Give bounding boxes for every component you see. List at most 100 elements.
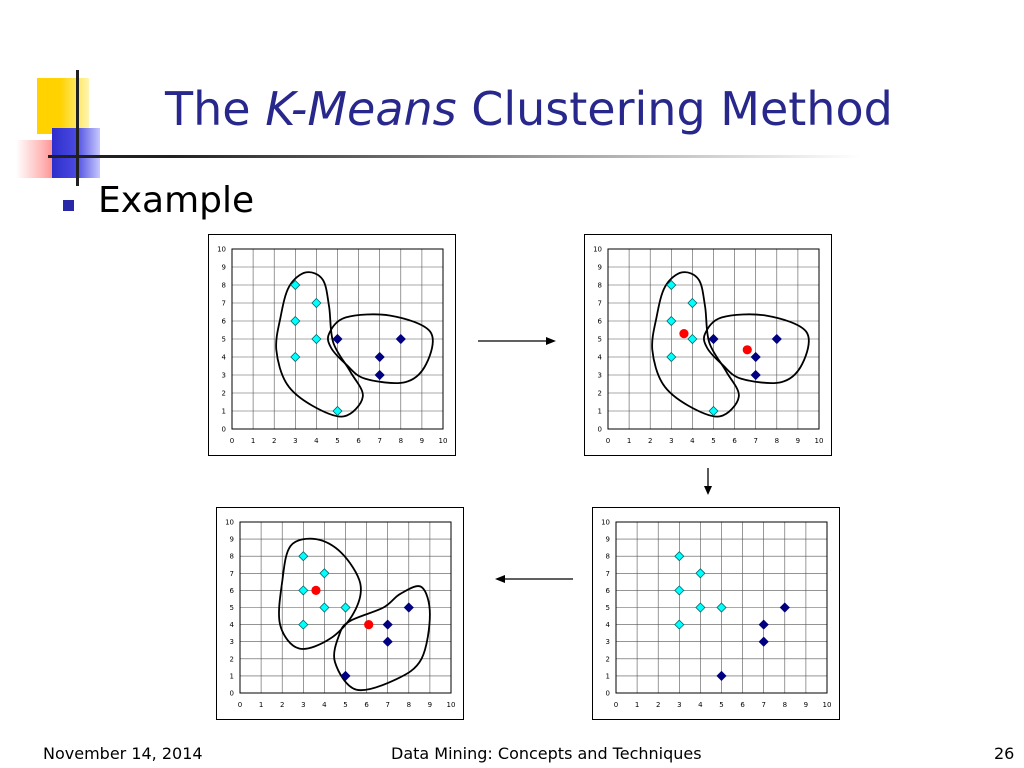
centroid-point [679, 329, 689, 339]
x-tick-label: 5 [335, 437, 339, 445]
chart-grid [615, 521, 828, 694]
data-point-cyan [311, 333, 322, 345]
chart-top-right: 0 1 2 3 4 5 6 7 8 9 10 0 1 2 3 4 5 6 7 8 9 10 [584, 234, 832, 456]
y-tick-label: 8 [606, 553, 610, 561]
arrow-left-icon [495, 575, 573, 583]
centroid-point [742, 345, 752, 355]
chart-frame [592, 507, 840, 720]
data-point-navy [382, 619, 393, 630]
data-point-cyan [687, 297, 698, 309]
plot-area [231, 248, 444, 430]
x-tick-label: 2 [280, 701, 284, 709]
y-tick-label: 10 [601, 519, 610, 527]
data-point-cyan [290, 351, 301, 363]
data-point-cyan [298, 585, 309, 596]
y-tick-label: 9 [230, 536, 234, 544]
y-tick-label: 4 [222, 354, 227, 362]
y-tick-label: 7 [606, 570, 610, 578]
chart-bottom-right: 0 1 2 3 4 5 6 7 8 9 10 0 1 2 3 4 5 6 7 8 9 10 [592, 507, 840, 720]
x-tick-label: 8 [407, 701, 411, 709]
y-tick-label: 4 [230, 621, 235, 629]
data-point-cyan [290, 279, 301, 291]
plot-area [607, 248, 820, 430]
x-tick-label: 10 [823, 701, 832, 709]
data-point-navy [382, 636, 393, 647]
x-tick-label: 4 [698, 701, 703, 709]
plot-area [239, 521, 452, 694]
y-tick-label: 5 [222, 336, 226, 344]
y-tick-label: 7 [230, 570, 234, 578]
y-tick-label: 3 [230, 638, 234, 646]
data-point-navy [750, 351, 761, 363]
data-point-navy [340, 670, 351, 681]
y-tick-label: 8 [230, 553, 234, 561]
logo-yellow-square [37, 78, 89, 134]
y-tick-label: 5 [598, 336, 602, 344]
y-tick-label: 3 [606, 638, 610, 646]
x-tick-label: 0 [606, 437, 610, 445]
x-tick-label: 1 [251, 437, 255, 445]
bullet-square-icon [63, 200, 74, 211]
y-tick-label: 10 [225, 519, 234, 527]
data-point-navy [403, 602, 414, 613]
x-tick-label: 0 [238, 701, 242, 709]
centroid-point [364, 620, 374, 630]
y-tick-label: 1 [606, 672, 610, 680]
x-tick-label: 6 [356, 437, 361, 445]
y-tick-label: 0 [230, 690, 234, 698]
x-tick-label: 3 [669, 437, 673, 445]
y-tick-label: 2 [230, 655, 234, 663]
y-tick-label: 1 [598, 408, 602, 416]
chart-frame [216, 507, 464, 720]
y-tick-label: 6 [222, 318, 227, 326]
x-tick-label: 7 [385, 701, 389, 709]
data-point-cyan [666, 279, 677, 291]
data-point-cyan [332, 405, 343, 417]
y-tick-label: 4 [598, 354, 603, 362]
chart-bottom-left: 0 1 2 3 4 5 6 7 8 9 10 0 1 2 3 4 5 6 7 8 9 10 [216, 507, 464, 720]
x-tick-label: 5 [343, 701, 347, 709]
x-tick-label: 1 [627, 437, 631, 445]
x-tick-label: 7 [753, 437, 757, 445]
y-tick-label: 0 [598, 426, 602, 434]
y-tick-label: 1 [222, 408, 226, 416]
data-point-navy [771, 333, 782, 345]
y-tick-label: 2 [222, 390, 226, 398]
data-point-cyan [695, 602, 706, 613]
y-tick-label: 8 [598, 282, 602, 290]
x-tick-label: 9 [428, 701, 432, 709]
y-tick-label: 2 [606, 655, 610, 663]
footer-page-number: 26 [994, 744, 1015, 763]
y-tick-label: 7 [598, 300, 602, 308]
y-tick-label: 6 [598, 318, 603, 326]
data-point-cyan [298, 619, 309, 630]
data-point-cyan [708, 405, 719, 417]
x-tick-label: 0 [230, 437, 234, 445]
x-tick-label: 8 [783, 701, 787, 709]
x-tick-label: 8 [399, 437, 403, 445]
x-tick-label: 9 [804, 701, 808, 709]
x-tick-label: 7 [377, 437, 381, 445]
title-post: Clustering Method [471, 82, 893, 136]
data-point-cyan [687, 333, 698, 345]
data-point-cyan [340, 602, 351, 613]
title-emphasis: K-Means [265, 82, 457, 136]
chart-frame [584, 234, 832, 456]
data-point-navy [758, 619, 769, 630]
cluster-outline [327, 313, 434, 384]
x-tick-label: 6 [740, 701, 745, 709]
plot-area [615, 521, 828, 694]
chart-top-left: 0 1 2 3 4 5 6 7 8 9 10 0 1 2 3 4 5 6 7 8 9 10 [208, 234, 456, 456]
x-tick-label: 9 [420, 437, 424, 445]
data-point-navy [374, 369, 385, 381]
y-tick-label: 9 [606, 536, 610, 544]
x-tick-label: 2 [272, 437, 276, 445]
logo-vertical-line [76, 70, 79, 186]
y-tick-label: 9 [222, 264, 226, 272]
cluster-outline [278, 537, 362, 650]
title-underline [48, 155, 861, 158]
arrow-down-icon [704, 468, 712, 495]
data-point-cyan [674, 619, 685, 630]
x-tick-label: 4 [322, 701, 327, 709]
data-point-navy [708, 333, 719, 345]
